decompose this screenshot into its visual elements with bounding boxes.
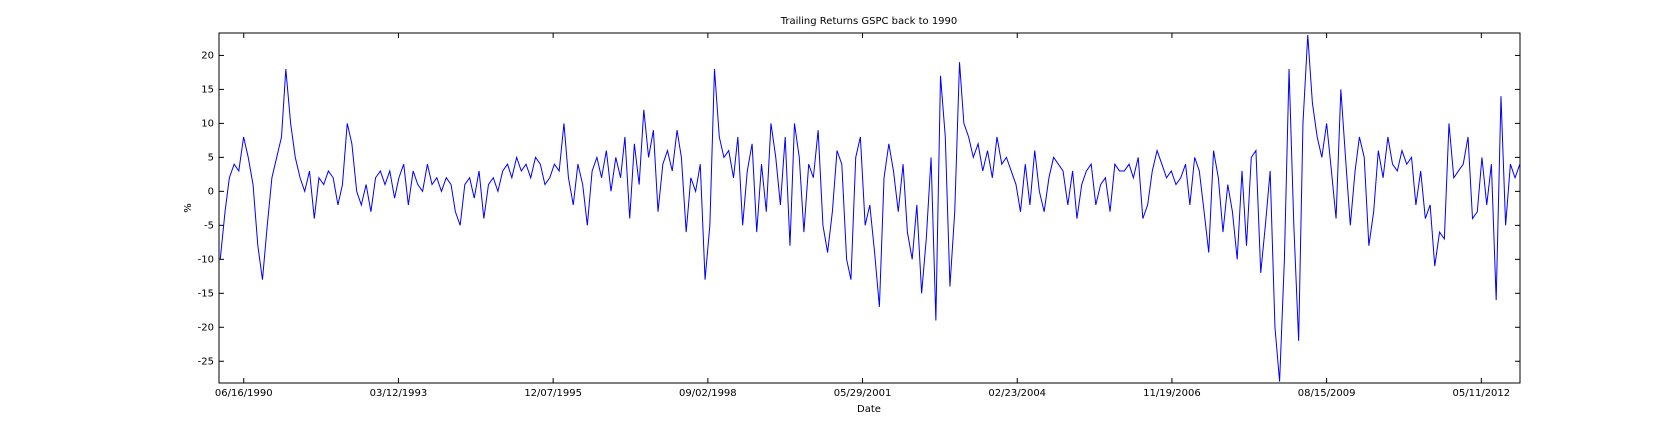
data-line <box>219 35 1520 382</box>
x-axis-label: Date <box>857 404 881 415</box>
y-tick-label: 0 <box>208 186 214 197</box>
chart-title: Trailing Returns GSPC back to 1990 <box>780 16 958 27</box>
x-tick-label: 09/02/1998 <box>679 388 737 399</box>
y-tick-label: -15 <box>198 288 214 299</box>
y-tick-label: 5 <box>208 152 214 163</box>
x-tick-label: 08/15/2009 <box>1298 388 1356 399</box>
x-tick-label: 02/23/2004 <box>988 388 1046 399</box>
x-tick-label: 11/19/2006 <box>1143 388 1201 399</box>
y-tick-label: -25 <box>198 356 214 367</box>
x-tick-label: 12/07/1995 <box>524 388 582 399</box>
x-tick-label: 05/29/2001 <box>834 388 892 399</box>
x-tick-label: 06/16/1990 <box>215 388 273 399</box>
y-axis-label: % <box>183 203 194 213</box>
y-tick-label: -10 <box>198 254 214 265</box>
plot-frame <box>218 32 1521 384</box>
y-tick-label: 20 <box>201 50 214 61</box>
y-tick-label: -5 <box>204 220 214 231</box>
x-tick-label: 03/12/1993 <box>370 388 428 399</box>
x-tick-label: 05/11/2012 <box>1453 388 1511 399</box>
y-tick-label: -20 <box>198 322 214 333</box>
y-tick-label: 15 <box>201 84 214 95</box>
y-tick-label: 10 <box>201 118 214 129</box>
